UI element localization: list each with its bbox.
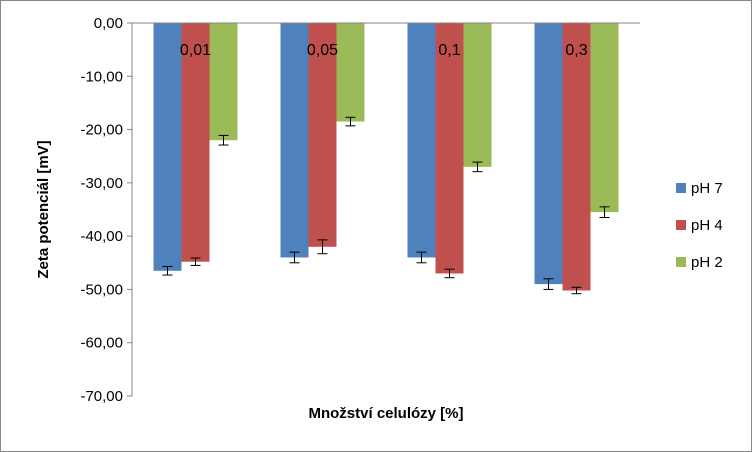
legend: pH 7 pH 4 pH 2: [676, 180, 723, 271]
y-tick-label: -30,00: [80, 175, 123, 192]
y-tick-label: -20,00: [80, 122, 123, 139]
legend-label: pH 7: [691, 180, 723, 197]
error-bars: [162, 116, 610, 295]
y-tick-label: -10,00: [80, 68, 123, 85]
bar: [562, 23, 591, 291]
y-axis-title: Zeta potenciál [mV]: [35, 140, 52, 278]
x-axis-title: Množství celulózy [%]: [308, 405, 463, 422]
bar: [308, 23, 337, 247]
bar: [435, 23, 464, 274]
bars: [153, 23, 619, 291]
legend-label: pH 4: [691, 217, 723, 234]
category-label: 0,01: [180, 42, 211, 59]
category-label: 0,05: [307, 42, 338, 59]
category-labels: 0,01 0,05 0,1 0,3: [180, 42, 588, 59]
y-tick-label: -70,00: [80, 388, 123, 405]
axes: [131, 22, 640, 396]
category-label: 0,3: [565, 42, 587, 59]
bar: [209, 23, 238, 141]
y-axis-ticks: 0,00 -10,00 -20,00 -30,00 -40,00 -50,00 -60,00…: [80, 15, 132, 405]
bar: [407, 23, 436, 258]
bar: [463, 23, 492, 167]
bar: [181, 23, 210, 262]
category-label: 0,1: [438, 42, 460, 59]
bar: [336, 23, 365, 122]
legend-swatch: [676, 257, 686, 267]
bar: [534, 23, 563, 285]
y-tick-label: -40,00: [80, 228, 123, 245]
bar: [590, 23, 619, 213]
y-tick-label: -60,00: [80, 335, 123, 352]
y-tick-label: -50,00: [80, 281, 123, 298]
y-tick-label: 0,00: [94, 15, 123, 32]
legend-swatch: [676, 183, 686, 193]
legend-swatch: [676, 220, 686, 230]
legend-label: pH 2: [691, 254, 723, 271]
bar: [153, 23, 182, 271]
bar: [280, 23, 309, 258]
